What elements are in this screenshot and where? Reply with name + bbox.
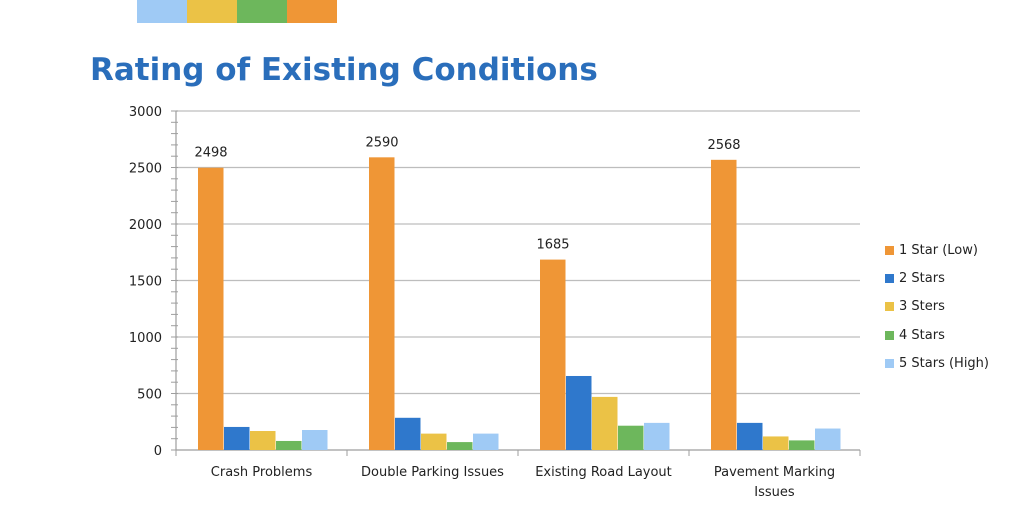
bar [540, 259, 566, 450]
legend-swatch [885, 274, 894, 284]
x-category-label: Crash Problems [211, 465, 313, 480]
legend-label: 2 Stars [899, 271, 945, 287]
bar [302, 429, 328, 450]
legend-item: 1 Star (Low) [885, 236, 989, 264]
bar [789, 440, 815, 450]
bar [711, 159, 737, 451]
y-tick-label: 0 [154, 444, 162, 459]
y-tick-label: 1500 [129, 275, 162, 290]
bar [276, 440, 302, 450]
y-tick-label: 3000 [129, 105, 162, 120]
data-label: 2590 [365, 135, 398, 150]
bar [395, 417, 421, 450]
bar [644, 422, 670, 450]
x-category-label: Pavement Marking [714, 465, 835, 480]
legend-item: 3 Sters [885, 293, 989, 321]
bar [421, 433, 447, 450]
bar [473, 433, 499, 450]
bar [198, 167, 224, 450]
swatch-yellow [187, 0, 237, 23]
y-tick-label: 2500 [129, 162, 162, 177]
bar [763, 436, 789, 450]
data-label: 1685 [536, 238, 569, 253]
legend-swatch [885, 302, 894, 312]
bar [447, 442, 473, 450]
y-tick-label: 1000 [129, 331, 162, 346]
swatch-green [237, 0, 287, 23]
data-label: 2498 [194, 146, 227, 161]
legend-item: 5 Stars (High) [885, 350, 989, 378]
legend-item: 4 Stars [885, 321, 989, 349]
x-category-label: Existing Road Layout [535, 465, 672, 480]
color-swatch-strip [137, 0, 337, 23]
bar [618, 425, 644, 450]
swatch-light-blue [137, 0, 187, 23]
swatch-orange [287, 0, 337, 23]
legend-label: 3 Sters [899, 299, 945, 315]
x-category-label: Issues [754, 485, 795, 500]
bar [592, 396, 618, 450]
bar [737, 422, 763, 450]
bar [224, 426, 250, 450]
legend-swatch [885, 359, 894, 369]
bar [566, 375, 592, 450]
bar [369, 157, 395, 450]
legend-label: 1 Star (Low) [899, 242, 978, 258]
y-tick-label: 500 [137, 388, 162, 403]
legend-label: 5 Stars (High) [899, 356, 989, 372]
legend-item: 2 Stars [885, 264, 989, 292]
legend-swatch [885, 330, 894, 340]
bar [815, 428, 841, 450]
chart-title: Rating of Existing Conditions [90, 52, 598, 88]
chart-legend: 1 Star (Low) 2 Stars 3 Sters 4 Stars 5 Stars… [885, 236, 989, 378]
data-label: 2568 [707, 138, 740, 153]
bar [250, 431, 276, 450]
y-tick-label: 2000 [129, 218, 162, 233]
legend-label: 4 Stars [899, 327, 945, 343]
x-category-label: Double Parking Issues [361, 465, 504, 480]
legend-swatch [885, 245, 894, 255]
